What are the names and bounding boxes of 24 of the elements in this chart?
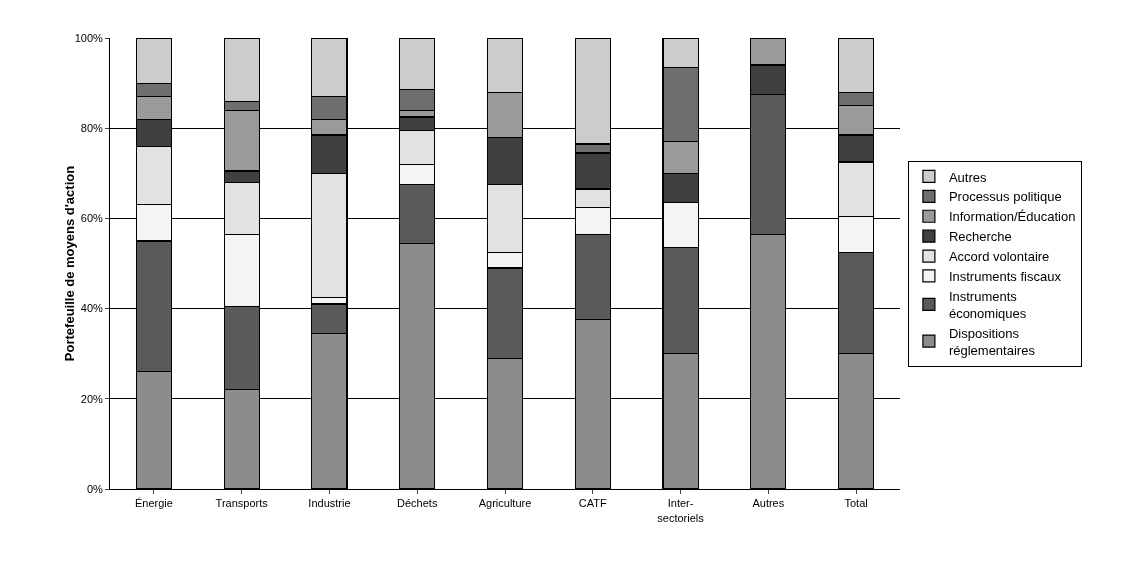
x-tick-label: Agriculture: [478, 497, 532, 510]
legend-label: Processus politique: [948, 189, 1062, 205]
x-tick-label: Total: [844, 497, 868, 510]
y-tick-label: 0%: [86, 482, 104, 495]
x-tick-label: Inter- sectoriels: [657, 497, 705, 524]
x-tick-label: Énergie: [134, 497, 173, 510]
x-tick-label: Industrie: [308, 497, 351, 510]
y-tick-label: 20%: [80, 392, 103, 405]
x-tick-label: CATF: [578, 497, 608, 510]
legend-label: Autres: [948, 169, 987, 185]
y-tick-label: 100%: [74, 31, 104, 44]
x-tick-label: Transports: [215, 497, 269, 510]
legend-label: Accord volontaire: [948, 249, 1050, 265]
x-tick-label: Déchets: [397, 497, 438, 510]
y-tick-label: 60%: [80, 212, 103, 225]
legend-label: Dispositions réglementaires: [948, 325, 1036, 358]
x-tick-label: Autres: [752, 497, 785, 510]
legend-label: Information/Éducation: [948, 209, 1076, 225]
y-axis-title: Portefeuille de moyens d'action: [62, 165, 77, 362]
y-tick-label: 40%: [80, 302, 103, 315]
legend-label: Recherche: [948, 229, 1012, 245]
legend-label: Instruments fiscaux: [948, 269, 1062, 285]
legend-label: Instruments économiques: [948, 288, 1027, 321]
y-tick-label: 80%: [80, 122, 103, 135]
